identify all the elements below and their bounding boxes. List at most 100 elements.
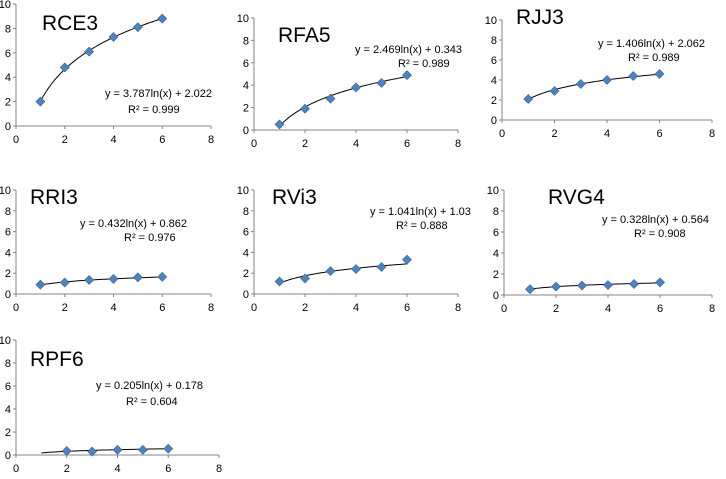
data-point: [132, 22, 143, 33]
data-point: [603, 280, 613, 290]
x-tick-label: 8: [216, 463, 222, 474]
x-tick-label: 6: [159, 134, 165, 146]
y-tick-label: 4: [243, 247, 249, 259]
trendline: [279, 263, 408, 284]
x-tick-label: 4: [110, 134, 116, 146]
y-tick-label: 8: [5, 358, 11, 370]
data-point: [84, 275, 95, 285]
y-tick-label: 6: [5, 381, 11, 393]
r-squared-label: R² = 0.989: [628, 52, 680, 64]
trendline-equation: y = 0.328ln(x) + 0.564: [602, 214, 709, 226]
y-tick-label: 10: [0, 0, 11, 11]
data-point: [274, 276, 285, 287]
trendline-equation: y = 1.041ln(x) + 1.03: [370, 206, 471, 218]
y-tick-label: 0: [243, 125, 249, 137]
trendline: [279, 76, 408, 127]
chart-panel-rfa5: 0 2 4 6 8 10 0 2 4 6 8 RFA5 y = 2.469ln(x) + 0.343 R²…: [237, 13, 462, 150]
data-point: [549, 86, 560, 96]
y-tick-label: 0: [493, 290, 499, 302]
y-tick-label: 6: [5, 48, 11, 60]
data-point: [300, 103, 310, 114]
data-point: [628, 71, 639, 81]
data-point: [300, 273, 310, 284]
data-point: [35, 279, 46, 290]
data-point: [575, 79, 586, 89]
chart-title: RFA5: [278, 24, 331, 47]
y-tick-label: 6: [491, 55, 497, 67]
y-tick-label: 6: [243, 227, 249, 239]
y-tick-label: 0: [491, 115, 497, 127]
data-point: [602, 75, 612, 85]
y-tick-label: 6: [493, 227, 499, 239]
data-point: [629, 279, 639, 289]
data-point: [577, 280, 587, 291]
x-tick-label: 6: [404, 302, 410, 314]
trendline-equation: y = 0.432ln(x) + 0.862: [80, 218, 187, 230]
y-tick-label: 8: [5, 23, 11, 35]
x-tick-label: 4: [114, 463, 120, 474]
r-squared-label: R² = 0.888: [396, 220, 448, 232]
y-tick-label: 8: [491, 35, 497, 47]
y-tick-label: 10: [237, 185, 249, 197]
x-tick-label: 2: [302, 302, 308, 314]
x-tick-label: 0: [13, 302, 19, 314]
y-tick-label: 2: [5, 97, 11, 109]
x-tick-label: 6: [656, 128, 662, 140]
y-tick-label: 4: [493, 248, 499, 260]
y-tick-label: 4: [5, 247, 11, 259]
y-tick-label: 4: [5, 72, 11, 84]
x-tick-label: 2: [64, 463, 70, 474]
y-tick-label: 10: [487, 185, 499, 197]
data-point: [551, 281, 561, 292]
x-tick-label: 4: [353, 138, 359, 150]
chart-panel-rpf6: 0 2 4 6 8 10 0 2 4 6 8 RPF6 y = 0.205ln(x) + 0.178 R²…: [0, 335, 222, 475]
data-point: [523, 94, 534, 104]
y-tick-label: 6: [243, 58, 249, 70]
trendline: [528, 73, 660, 100]
trendline: [40, 276, 163, 286]
x-tick-label: 0: [499, 128, 505, 140]
y-tick-label: 4: [5, 404, 11, 416]
y-tick-label: 10: [485, 15, 497, 27]
chart-title: RRI3: [30, 186, 78, 209]
x-tick-label: 8: [709, 128, 715, 140]
data-point: [59, 277, 70, 288]
trendline-equation: y = 2.469ln(x) + 0.343: [355, 44, 462, 56]
y-tick-label: 8: [5, 206, 11, 218]
data-point: [137, 444, 148, 455]
chart-title: RPF6: [30, 348, 84, 371]
data-point: [402, 254, 412, 265]
chart-title: RCE3: [42, 12, 98, 35]
x-tick-label: 6: [404, 138, 410, 150]
x-tick-label: 4: [110, 302, 116, 314]
y-tick-label: 0: [243, 289, 249, 301]
trendline: [39, 18, 163, 102]
y-tick-label: 2: [5, 427, 11, 439]
chart-panel-rvi3: 0 2 4 6 8 10 0 2 4 6 8 RVi3 y = 1.041ln(x) + 1.03 R² …: [237, 185, 471, 314]
data-point: [112, 444, 123, 455]
data-point: [655, 277, 665, 288]
trendline: [41, 448, 169, 454]
x-tick-label: 0: [13, 134, 19, 146]
trendline-equation: y = 0.205ln(x) + 0.178: [96, 380, 203, 392]
y-tick-label: 2: [243, 103, 249, 115]
data-point: [351, 264, 361, 274]
x-tick-label: 4: [353, 302, 359, 314]
trendline-equation: y = 1.406ln(x) + 2.062: [598, 38, 705, 50]
x-tick-label: 8: [208, 134, 214, 146]
data-point: [274, 119, 285, 130]
data-point: [163, 443, 174, 454]
y-tick-label: 2: [243, 268, 249, 280]
y-tick-label: 2: [5, 268, 11, 280]
y-tick-label: 6: [5, 227, 11, 239]
chart-title: RVi3: [272, 186, 317, 209]
y-tick-label: 8: [493, 206, 499, 218]
chart-panel-rce3: 0 2 4 6 8 10 0 2 4 6 8 RCE3 y = 3.787ln(x) + 2.022 R²…: [0, 0, 214, 146]
data-point: [132, 272, 143, 283]
x-tick-label: 8: [208, 302, 214, 314]
x-tick-label: 4: [605, 303, 611, 315]
x-tick-label: 6: [165, 463, 171, 474]
y-tick-label: 4: [243, 80, 249, 92]
